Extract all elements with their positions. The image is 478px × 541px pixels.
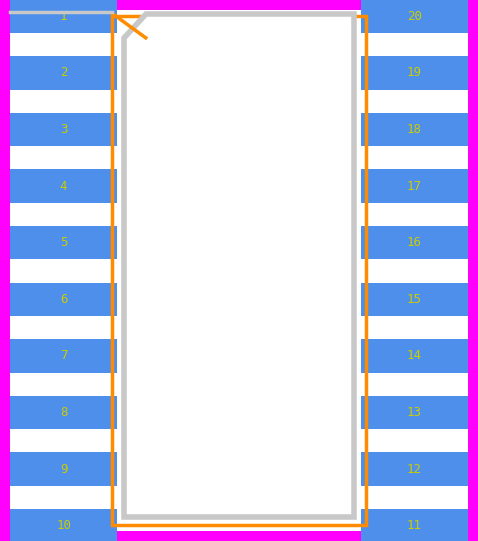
Bar (361, 282, 468, 316)
Text: 16: 16 (407, 236, 422, 249)
Bar (10, 396, 117, 430)
Bar (361, 226, 468, 260)
Text: 10: 10 (56, 519, 71, 532)
Text: 12: 12 (407, 463, 422, 476)
Bar (361, 113, 468, 146)
Bar (112, 16, 366, 525)
Bar (361, 396, 468, 430)
Bar (10, 169, 117, 203)
Bar (361, 169, 468, 203)
Bar (361, 339, 468, 373)
Text: 4: 4 (60, 180, 67, 193)
Bar (10, 339, 117, 373)
Text: 1: 1 (60, 10, 67, 23)
Text: 7: 7 (60, 349, 67, 362)
Text: 8: 8 (60, 406, 67, 419)
Bar (361, 0, 468, 33)
Bar (361, 56, 468, 90)
Bar (10, 452, 117, 486)
Bar (10, 282, 117, 316)
Text: 3: 3 (60, 123, 67, 136)
Bar (361, 509, 468, 541)
Bar (10, 509, 117, 541)
Text: 15: 15 (407, 293, 422, 306)
Text: 2: 2 (60, 67, 67, 80)
Text: 19: 19 (407, 67, 422, 80)
Bar (10, 226, 117, 260)
Bar (10, 0, 117, 33)
Text: 20: 20 (407, 10, 422, 23)
Bar (10, 56, 117, 90)
Text: 11: 11 (407, 519, 422, 532)
Text: 14: 14 (407, 349, 422, 362)
Bar (361, 452, 468, 486)
Text: 5: 5 (60, 236, 67, 249)
Text: 6: 6 (60, 293, 67, 306)
Text: 9: 9 (60, 463, 67, 476)
Bar (10, 113, 117, 146)
Text: 17: 17 (407, 180, 422, 193)
Text: 18: 18 (407, 123, 422, 136)
Text: 13: 13 (407, 406, 422, 419)
Polygon shape (124, 14, 354, 517)
